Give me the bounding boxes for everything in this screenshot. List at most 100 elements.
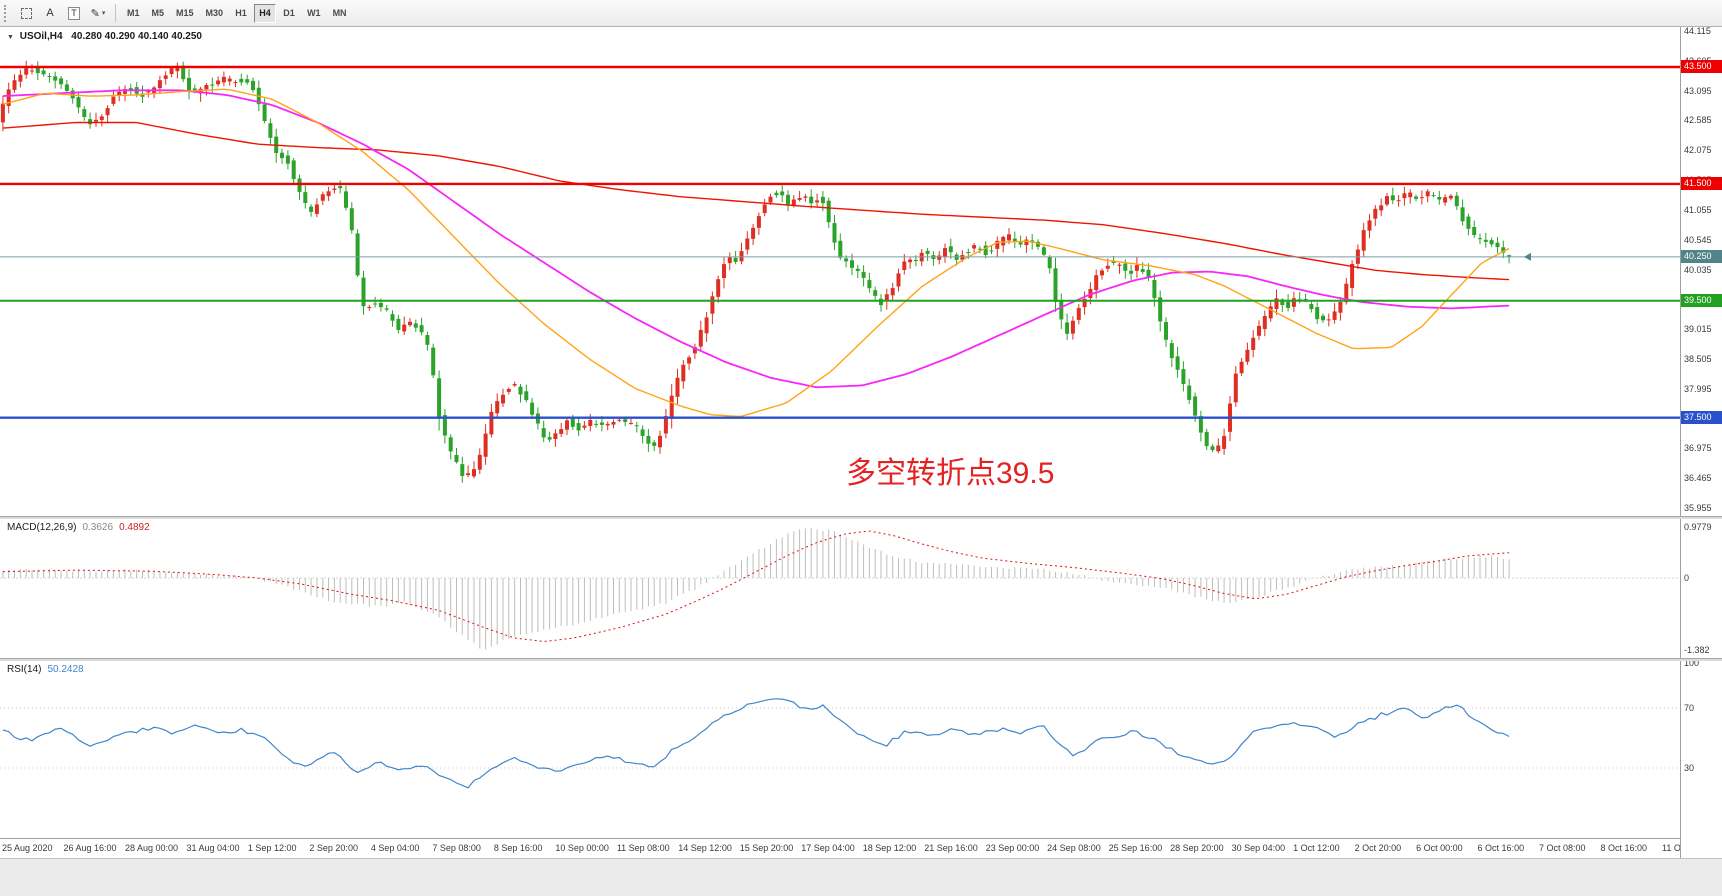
annotation-text[interactable]: 多空转折点39.5 (846, 457, 1055, 490)
price-tick-label: 36.465 (1684, 473, 1712, 484)
macd-value-main: 0.3626 (82, 522, 114, 533)
selection-icon (20, 7, 32, 19)
price-badge-41.500: 41.500 (1681, 177, 1722, 191)
window-bottom-strip (0, 858, 1722, 896)
main-chart-panel: ▼ USOil,H4 40.280 40.290 40.140 40.250 多… (0, 27, 1680, 516)
time-tick-label: 17 Sep 04:00 (801, 843, 855, 853)
time-tick-label: 23 Sep 00:00 (985, 843, 1040, 853)
time-tick-label: 28 Aug 00:00 (124, 843, 179, 853)
price-tick-label: 42.075 (1684, 145, 1712, 156)
price-tick-label: 35.955 (1684, 503, 1712, 513)
last-price-marker-icon (1524, 252, 1531, 261)
timeframe-button-m1[interactable]: M1 (127, 8, 140, 18)
price-badge-39.500: 39.500 (1681, 294, 1722, 308)
macd-chart[interactable] (0, 519, 1680, 658)
drawing-tools-group: A T ✎ ▾ (38, 2, 110, 24)
macd-name: MACD(12,26,9) (7, 522, 77, 533)
text-label-tool-button-icon: T (68, 6, 80, 20)
macd-scale-label: -1.382 (1684, 645, 1710, 655)
time-tick-label: 7 Sep 08:00 (432, 843, 481, 853)
toolbar-grip[interactable] (4, 4, 9, 22)
time-tick-label: 31 Aug 04:00 (186, 843, 240, 853)
price-tick-label: 42.585 (1684, 115, 1712, 126)
price-badge-40.250: 40.250 (1681, 250, 1722, 264)
time-tick-label: 21 Sep 16:00 (924, 843, 978, 853)
time-axis[interactable]: 25 Aug 2020 26 Aug 16:00 28 Aug 00:00 31 Au… (0, 838, 1713, 858)
time-tick-label: 14 Sep 12:00 (678, 843, 732, 853)
rsi-value: 50.2428 (47, 664, 84, 675)
drawing-tool-button[interactable]: ✎ ▾ (90, 7, 106, 20)
time-tick-label: 1 Oct 12:00 (1293, 843, 1340, 853)
price-scale[interactable]: 44.11543.60543.09542.58542.07541.56541.0… (1680, 26, 1722, 858)
chart-dropdown-icon[interactable]: ▼ (7, 34, 14, 41)
rsi-chart[interactable] (0, 661, 1680, 838)
price-tick-label: 44.115 (1684, 26, 1711, 36)
price-tick-label: 39.015 (1684, 324, 1712, 335)
chart-ohlc-values: 40.280 40.290 40.140 40.250 (71, 31, 202, 42)
time-tick-label: 25 Aug 2020 (2, 843, 53, 853)
candles-group (0, 60, 1512, 483)
text-label-tool-button[interactable]: T (63, 2, 85, 24)
chart-toolbar: A T ✎ ▾ M1 M5 M15 M30 H1 H4 D1 W1 MN (0, 0, 1722, 27)
time-tick-label: 11 Sep 08:00 (616, 843, 670, 853)
ma-fast-orange (2, 88, 1510, 418)
rsi-line (2, 698, 1510, 789)
time-tick-label: 1 Sep 12:00 (247, 843, 297, 853)
select-tool-button[interactable] (15, 2, 37, 24)
timeframe-button-w1[interactable]: W1 (307, 8, 321, 18)
rsi-name: RSI(14) (7, 664, 42, 675)
chart-title: ▼ USOil,H4 40.280 40.290 40.140 40.250 (7, 31, 202, 42)
time-tick-label: 4 Sep 04:00 (370, 843, 420, 853)
macd-scale-label: 0.9779 (1684, 522, 1712, 532)
chart-symbol-label: USOil,H4 (19, 31, 63, 42)
price-tick-label: 36.975 (1684, 443, 1712, 454)
time-tick-label: 2 Oct 20:00 (1354, 843, 1402, 853)
time-tick-label: 24 Sep 08:00 (1047, 843, 1101, 853)
macd-label: MACD(12,26,9) 0.3626 0.4892 (7, 522, 150, 533)
price-tick-label: 41.055 (1684, 204, 1712, 215)
time-tick-label: 28 Sep 20:00 (1170, 843, 1224, 853)
time-tick-label: 8 Sep 16:00 (493, 843, 543, 853)
price-tick-label: 40.035 (1684, 264, 1712, 275)
macd-histogram (2, 528, 1510, 650)
rsi-scale-label: 100 (1684, 658, 1700, 668)
text-tool-button[interactable]: A (46, 7, 54, 19)
time-tick-label: 30 Sep 04:00 (1231, 843, 1286, 853)
ma-slow-red (2, 121, 1510, 281)
timeframe-button-m30[interactable]: M30 (205, 8, 224, 18)
timeframe-button-m5[interactable]: M5 (151, 8, 165, 18)
time-tick-label: 6 Oct 00:00 (1416, 843, 1463, 853)
dropdown-caret-icon: ▾ (101, 10, 106, 17)
price-tick-label: 38.505 (1684, 353, 1712, 364)
panel-splitter-rsi[interactable] (0, 658, 1722, 661)
candlestick-chart[interactable] (0, 27, 1680, 516)
time-tick-label: 2 Sep 20:00 (309, 843, 358, 853)
macd-panel: MACD(12,26,9) 0.3626 0.4892 (0, 519, 1680, 658)
macd-scale-label: 0 (1684, 572, 1690, 583)
price-badge-37.500: 37.500 (1681, 411, 1722, 425)
toolbar-separator (115, 4, 116, 22)
timeframe-button-h1[interactable]: H1 (235, 8, 247, 18)
macd-value-signal: 0.4892 (119, 522, 150, 533)
rsi-scale-label: 30 (1684, 763, 1695, 773)
time-tick-label: 18 Sep 12:00 (862, 843, 917, 853)
timeframe-button-h4[interactable]: H4 (254, 3, 277, 23)
rsi-scale-label: 70 (1684, 703, 1695, 713)
price-tick-label: 37.995 (1684, 383, 1712, 394)
time-tick-label: 25 Sep 16:00 (1108, 843, 1163, 853)
time-tick-label: 10 Sep 00:00 (555, 843, 609, 853)
price-tick-label: 40.545 (1684, 234, 1712, 245)
time-tick-label: 26 Aug 16:00 (63, 843, 117, 853)
macd-signal-line (2, 530, 1510, 643)
timeframe-button-mn[interactable]: MN (332, 8, 347, 18)
time-tick-label: 8 Oct 16:00 (1600, 843, 1648, 853)
timeframe-button-d1[interactable]: D1 (283, 8, 295, 18)
time-tick-label: 7 Oct 08:00 (1539, 843, 1586, 853)
price-tick-label: 43.095 (1684, 85, 1712, 96)
time-tick-label: 6 Oct 16:00 (1477, 843, 1525, 853)
timeframe-bar: M1 M5 M15 M30 H1 H4 D1 W1 MN (121, 3, 353, 23)
rsi-panel: RSI(14) 50.2428 (0, 661, 1680, 838)
time-tick-label: 15 Sep 20:00 (739, 843, 794, 853)
panel-splitter-macd[interactable] (0, 516, 1722, 519)
timeframe-button-m15[interactable]: M15 (176, 8, 194, 18)
